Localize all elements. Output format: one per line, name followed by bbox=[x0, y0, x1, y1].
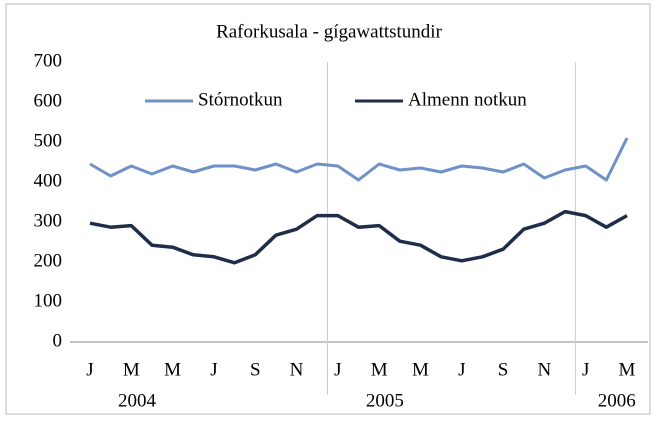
year-label: 2006 bbox=[598, 390, 636, 411]
y-tick-label: 300 bbox=[34, 210, 63, 231]
y-tick-label: 400 bbox=[34, 170, 63, 191]
y-tick-label: 100 bbox=[34, 290, 63, 311]
y-tick-label: 600 bbox=[34, 90, 63, 111]
legend-label: Almenn notkun bbox=[408, 89, 527, 110]
year-label: 2005 bbox=[366, 390, 404, 411]
line bbox=[89, 209, 628, 265]
x-tick-label: S bbox=[498, 359, 509, 380]
legend-label: Stórnotkun bbox=[198, 89, 283, 110]
x-tick-label: J bbox=[458, 359, 465, 380]
x-tick-label: J bbox=[210, 359, 217, 380]
y-tick-label: 0 bbox=[53, 330, 63, 351]
line bbox=[89, 137, 629, 182]
x-tick-label: M bbox=[619, 359, 636, 380]
x-tick-label: J bbox=[334, 359, 341, 380]
year-label: 2004 bbox=[118, 390, 157, 411]
x-tick-label: S bbox=[250, 359, 261, 380]
x-tick-label: M bbox=[123, 359, 140, 380]
y-tick-label: 200 bbox=[34, 250, 63, 271]
chart-title: Raforkusala - gígawattstundir bbox=[216, 21, 443, 42]
x-tick-label: J bbox=[86, 359, 93, 380]
x-tick-label: M bbox=[371, 359, 388, 380]
y-tick-label: 700 bbox=[34, 50, 63, 71]
x-tick-label: N bbox=[290, 359, 304, 380]
x-tick-label: M bbox=[412, 359, 429, 380]
x-tick-label: N bbox=[538, 359, 552, 380]
x-tick-label: J bbox=[582, 359, 589, 380]
x-tick-label: M bbox=[164, 359, 181, 380]
y-tick-label: 500 bbox=[34, 130, 63, 151]
